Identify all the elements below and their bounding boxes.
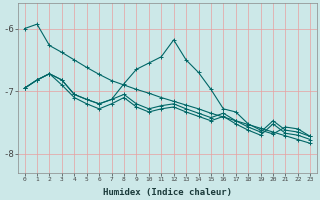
X-axis label: Humidex (Indice chaleur): Humidex (Indice chaleur) [103,188,232,197]
